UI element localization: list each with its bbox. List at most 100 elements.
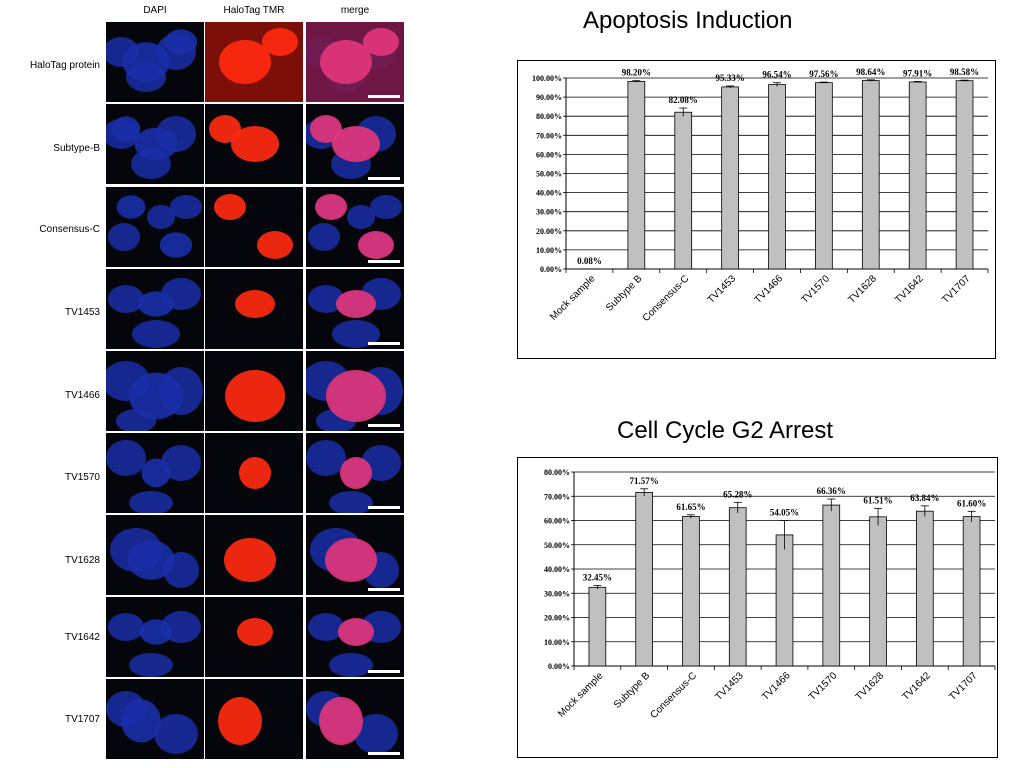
chart0-data-label: 98.20% (622, 68, 651, 78)
row-label-tv1453: TV1453 (64, 307, 100, 318)
chart1-category-label: TV1466 (760, 670, 793, 703)
apoptosis-chart-frame: 0.00% 10.00% 20.00% 30.00% 40.00% 50.00% 60.00… (517, 60, 996, 359)
chart0-category-label: TV1466 (753, 273, 786, 306)
chart0-category-label: Subtype B (604, 273, 645, 314)
chart1-ytick-label: 50.00% (544, 541, 570, 550)
chart1-category-label: TV1628 (854, 670, 887, 703)
micrograph-dapi-4 (106, 269, 204, 349)
chart1-data-label: 65.28% (723, 489, 752, 499)
row-label-halotag-protein: HaloTag protein (29, 60, 100, 71)
chart0-ytick-label: 80.00% (536, 112, 562, 121)
chart1-data-label: 63.84% (910, 493, 939, 503)
column-header-dapi: DAPI (143, 5, 167, 16)
chart0-data-label: 96.54% (762, 70, 791, 80)
chart0-bar (627, 81, 646, 270)
chart1-category-label: Consensus-C (648, 670, 699, 721)
chart0-data-label: 82.08% (669, 95, 698, 105)
chart0-category-label: TV1707 (940, 273, 973, 306)
apoptosis-chart: 0.00% 10.00% 20.00% 30.00% 40.00% 50.00% 60.00… (532, 67, 989, 324)
chart1-bar (822, 504, 841, 667)
chart0-category-label: TV1570 (799, 273, 832, 306)
g2-arrest-chart: 0.00% 10.00% 20.00% 30.00% 40.00% 50.00% 60.00… (544, 468, 996, 721)
row-label-tv1466: TV1466 (64, 390, 100, 401)
micrograph-tmr-8 (205, 597, 303, 677)
chart1-bar (916, 510, 934, 667)
chart0-data-label: 95.33% (715, 73, 744, 83)
micrograph-merge-6 (306, 433, 404, 513)
chart0-category-label: TV1642 (893, 273, 926, 306)
chart0-data-label: 97.56% (809, 69, 838, 79)
micrograph-dapi-5 (106, 351, 204, 431)
micrograph-tmr-3 (205, 187, 303, 267)
chart0-ytick-label: 20.00% (536, 227, 562, 236)
chart1-bar (962, 516, 981, 667)
micrograph-tmr-7 (205, 515, 303, 595)
chart1-data-label: 61.60% (957, 498, 986, 508)
chart1-bar (869, 516, 887, 667)
micrograph-merge-9 (306, 679, 404, 759)
chart1-data-label: 32.45% (583, 573, 612, 583)
chart0-ytick-label: 60.00% (536, 150, 562, 159)
row-label-consensus-c: Consensus-C (39, 224, 100, 235)
micrograph-tmr-2 (205, 104, 303, 184)
chart0-ytick-label: 50.00% (536, 170, 562, 179)
chart1-ytick-label: 10.00% (544, 638, 570, 647)
micrograph-dapi-8 (106, 597, 204, 677)
chart1-bar (635, 492, 653, 667)
row-label-subtype-b: Subtype-B (53, 143, 100, 154)
chart0-data-label: 98.58% (950, 67, 979, 77)
chart0-bar (861, 80, 880, 270)
chart1-ytick-label: 60.00% (544, 517, 570, 526)
micrograph-dapi-9 (106, 679, 204, 759)
chart0-ytick-label: 100.00% (532, 74, 562, 83)
chart0-bar (955, 80, 974, 270)
chart1-ytick-label: 30.00% (544, 589, 570, 598)
micrograph-panel: DAPI HaloTag TMR merge HaloTag protein S… (0, 0, 410, 768)
micrograph-dapi-7 (106, 515, 204, 595)
chart1-category-label: TV1642 (900, 670, 933, 703)
micrograph-tmr-5 (205, 351, 303, 431)
chart0-category-label: Mock sample (548, 273, 598, 323)
chart0-data-label: 97.91% (903, 68, 932, 78)
micrograph-merge-2 (306, 104, 404, 184)
chart1-data-label: 61.51% (863, 495, 892, 505)
chart1-data-label: 71.57% (630, 476, 659, 486)
micrograph-merge-4 (306, 269, 404, 349)
chart1-bar (728, 507, 747, 667)
chart1-category-label: Subtype B (612, 670, 653, 711)
chart0-category-label: TV1628 (846, 273, 879, 306)
row-label-tv1628: TV1628 (64, 555, 100, 566)
micrograph-merge-7 (306, 515, 404, 595)
micrograph-tmr-4 (205, 269, 303, 349)
chart0-ytick-label: 10.00% (536, 246, 562, 255)
chart1-ytick-label: 80.00% (544, 468, 570, 477)
g2-arrest-chart-frame: 0.00% 10.00% 20.00% 30.00% 40.00% 50.00% 60.00… (517, 457, 998, 758)
micrograph-tmr-6 (205, 433, 303, 513)
chart0-ytick-label: 70.00% (536, 131, 562, 140)
chart0-ytick-label: 40.00% (536, 189, 562, 198)
chart0-ytick-label: 0.00% (540, 265, 562, 274)
micrograph-merge-1 (306, 22, 404, 102)
row-label-tv1570: TV1570 (64, 472, 100, 483)
micrograph-dapi-3 (106, 187, 204, 267)
chart1-bar (682, 516, 700, 667)
micrograph-tmr-9 (205, 679, 303, 759)
chart0-ytick-label: 90.00% (536, 93, 562, 102)
chart0-category-label: Consensus-C (641, 273, 692, 324)
micrograph-merge-5 (306, 351, 404, 431)
chart1-category-label: TV1707 (947, 670, 980, 703)
chart1-data-label: 54.05% (770, 507, 799, 517)
micrograph-tmr-1 (205, 22, 303, 102)
chart0-ytick-label: 30.00% (536, 208, 562, 217)
chart0-data-label: 98.64% (856, 67, 885, 77)
chart1-ytick-label: 40.00% (544, 565, 570, 574)
row-label-tv1707: TV1707 (64, 714, 100, 725)
micrograph-dapi-6 (106, 433, 204, 513)
micrograph-merge-8 (306, 597, 404, 677)
chart1-data-label: 61.65% (676, 502, 705, 512)
chart1-bar (775, 534, 794, 667)
column-header-halotag-tmr: HaloTag TMR (223, 5, 285, 16)
chart1-category-label: TV1570 (807, 670, 840, 703)
chart0-category-label: TV1453 (706, 273, 739, 306)
